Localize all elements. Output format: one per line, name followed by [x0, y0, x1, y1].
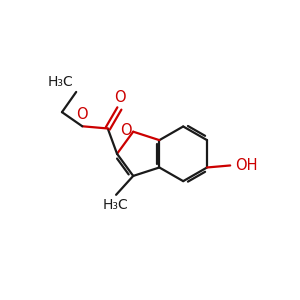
Text: O: O	[76, 107, 87, 122]
Text: O: O	[120, 123, 132, 138]
Text: O: O	[114, 90, 126, 105]
Text: OH: OH	[235, 158, 257, 173]
Text: H₃C: H₃C	[102, 198, 128, 212]
Text: H₃C: H₃C	[48, 75, 74, 89]
